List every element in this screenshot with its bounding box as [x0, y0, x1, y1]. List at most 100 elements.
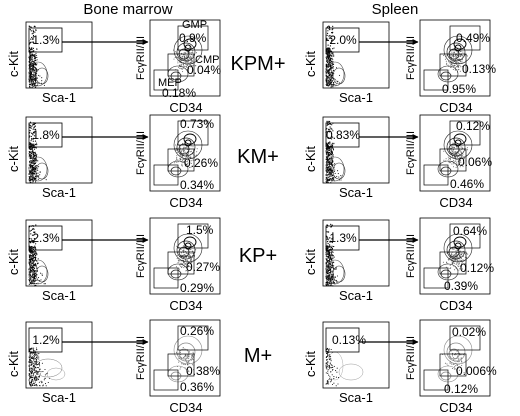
sca-1-axis-label: Sca-1 — [339, 185, 373, 200]
lsk-percentage: 2.0% — [329, 33, 357, 47]
cmp-gate — [167, 251, 195, 275]
cd34-axis-label: CD34 — [169, 298, 202, 313]
cd34-axis-label: CD34 — [439, 100, 472, 115]
spleen-header: Spleen — [372, 1, 419, 18]
mep-gate — [153, 164, 179, 186]
mep-gate — [153, 369, 179, 391]
c-kit-axis-label: c-Kit — [303, 51, 318, 77]
gmp-gate — [177, 25, 209, 51]
cd34-axis-label: CD34 — [169, 400, 202, 415]
row-label: KM+ — [237, 146, 279, 168]
mep-percentage: 0.39% — [444, 279, 478, 293]
c-kit-axis-label: c-Kit — [303, 249, 318, 275]
row-m: M+ c-Kit Sca-1 1.2% FcγRII/III CD34 0.26… — [6, 319, 497, 415]
cmp-percentage: 0.38% — [186, 364, 220, 378]
fcgr-axis-label: FcγRII/III — [405, 131, 417, 175]
dot-cloud — [28, 121, 49, 184]
gmp-percentage: 0.49% — [456, 31, 490, 45]
sca-1-axis-label: Sca-1 — [339, 288, 373, 303]
bm-lsk-plot: c-Kit Sca-1 1.8% — [6, 116, 93, 200]
dot-cloud — [28, 224, 49, 287]
lsk-percentage: 0.13% — [332, 333, 366, 347]
cd34-axis-label: CD34 — [169, 195, 202, 210]
cmp-gate-name: CMP — [195, 54, 219, 66]
lsk-gate — [325, 327, 360, 353]
gmp-percentage: 0.73% — [180, 117, 214, 131]
lsk-percentage: 0.83% — [326, 128, 360, 142]
mep-gate-name: MEP — [158, 77, 182, 89]
dot-cloud — [325, 25, 346, 88]
bm-progenitor-plot: FcγRII/III CD34 0.26% 0.38% 0.36% — [135, 319, 221, 415]
cmp-gate — [167, 53, 195, 77]
gmp-gate — [449, 120, 481, 146]
c-kit-axis-label: c-Kit — [6, 351, 21, 377]
gmp-gate — [449, 325, 481, 351]
lsk-gate — [28, 122, 63, 148]
mep-percentage: 0.12% — [444, 382, 478, 396]
sca-1-axis-label: Sca-1 — [339, 390, 373, 405]
gmp-percentage: 1.5% — [186, 223, 214, 237]
cmp-percentage: 0.04% — [187, 63, 221, 77]
spleen-progenitor-plot: FcγRII/III CD34 0.12% 0.06% 0.46% — [405, 114, 492, 210]
plot-frame — [322, 219, 390, 287]
fcgr-axis-label: FcγRII/III — [135, 36, 147, 80]
mep-percentage: 0.36% — [180, 380, 214, 394]
lsk-percentage: 2.3% — [32, 231, 60, 245]
plot-frame — [25, 21, 93, 89]
sca-1-axis-label: Sca-1 — [42, 185, 76, 200]
fcgr-axis-label: FcγRII/III — [135, 336, 147, 380]
c-kit-axis-label: c-Kit — [303, 146, 318, 172]
cmp-percentage: 0.006% — [456, 364, 497, 378]
mep-percentage: 0.34% — [180, 178, 214, 192]
bm-progenitor-plot: FcγRII/III CD34 GMP 0.9% CMP 0.04% MEP 0… — [135, 19, 221, 115]
plot-frame — [25, 116, 93, 184]
mep-percentage: 0.18% — [162, 86, 196, 100]
row-km: KM+ c-Kit Sca-1 1.8% FcγRII/III CD34 0.7… — [6, 114, 492, 210]
cd34-axis-label: CD34 — [169, 100, 202, 115]
spleen-lsk-plot: c-Kit Sca-1 2.0% — [303, 21, 390, 105]
bm-lsk-plot: c-Kit Sca-1 1.3% — [6, 21, 93, 105]
gmp-percentage: 0.12% — [456, 119, 490, 133]
lsk-gate — [28, 327, 63, 353]
c-kit-axis-label: c-Kit — [303, 351, 318, 377]
dot-cloud — [325, 120, 346, 184]
cmp-percentage: 0.06% — [458, 155, 492, 169]
row-label: KP+ — [239, 245, 277, 267]
dot-cloud — [28, 347, 66, 387]
sca-1-axis-label: Sca-1 — [42, 90, 76, 105]
gmp-percentage: 0.64% — [453, 224, 487, 238]
spleen-lsk-plot: c-Kit Sca-1 0.83% — [303, 116, 390, 200]
plot-frame — [419, 217, 491, 295]
fcgr-axis-label: FcγRII/III — [135, 234, 147, 278]
lsk-gate — [325, 122, 360, 148]
gmp-gate — [177, 120, 209, 146]
gmp-percentage: 0.9% — [179, 31, 207, 45]
mep-percentage: 0.95% — [442, 82, 476, 96]
dot-cloud — [28, 25, 49, 89]
row-label: M+ — [244, 345, 272, 367]
cmp-percentage: 0.13% — [462, 62, 496, 76]
cmp-gate — [167, 353, 195, 377]
gmp-gate — [177, 223, 209, 249]
c-kit-axis-label: c-Kit — [6, 51, 21, 77]
lsk-gate — [28, 27, 63, 53]
row-kp: KP+ c-Kit Sca-1 2.3% FcγRII/III CD34 1.5… — [6, 217, 494, 313]
fcgr-axis-label: FcγRII/III — [405, 336, 417, 380]
plot-frame — [322, 116, 390, 184]
plot-frame — [25, 321, 93, 389]
bm-lsk-plot: c-Kit Sca-1 1.2% — [6, 321, 93, 405]
cmp-gate — [439, 353, 467, 377]
row-kpm: KPM+ c-Kit Sca-1 1.3% FcγRII/III CD34 GM… — [6, 19, 496, 115]
fcgr-axis-label: FcγRII/III — [405, 36, 417, 80]
plot-frame — [322, 321, 390, 389]
mep-gate — [423, 69, 449, 91]
row-label: KPM+ — [230, 53, 285, 75]
mep-percentage: 0.46% — [450, 177, 484, 191]
mep-gate — [423, 267, 449, 289]
spleen-lsk-plot: c-Kit Sca-1 0.13% — [303, 321, 390, 405]
lsk-gate — [28, 225, 63, 251]
cmp-percentage: 0.27% — [186, 260, 220, 274]
c-kit-axis-label: c-Kit — [6, 249, 21, 275]
lsk-gate — [325, 225, 360, 251]
mep-gate — [153, 69, 179, 91]
